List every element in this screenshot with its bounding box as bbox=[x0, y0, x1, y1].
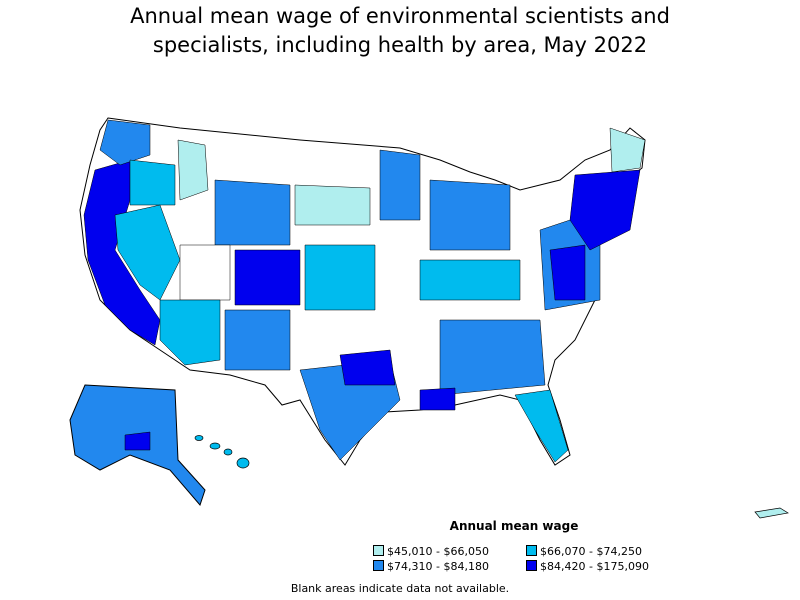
legend-item-tier4: $84,420 - $175,090 bbox=[526, 560, 649, 574]
region-oregon-east bbox=[129, 159, 176, 206]
region-louisiana-high bbox=[419, 387, 456, 411]
region-utah bbox=[179, 244, 231, 301]
region-great-lakes bbox=[429, 179, 511, 251]
region-colorado bbox=[234, 249, 301, 306]
legend-swatch-tier2 bbox=[526, 545, 537, 556]
region-plains-north bbox=[294, 184, 371, 226]
region-northeast-high bbox=[569, 169, 641, 251]
legend-title: Annual mean wage bbox=[449, 519, 579, 533]
legend-label-tier3: $74,310 - $84,180 bbox=[387, 560, 489, 573]
legend-label-tier4: $84,420 - $175,090 bbox=[540, 560, 649, 573]
map-title-line-1: Annual mean wage of environmental scient… bbox=[130, 4, 670, 28]
region-minnesota bbox=[379, 149, 421, 221]
region-texas-north-high bbox=[339, 349, 396, 386]
footnote: Blank areas indicate data not available. bbox=[290, 582, 510, 595]
region-wyoming bbox=[214, 179, 291, 246]
region-washington-north bbox=[99, 119, 151, 166]
region-plains-central bbox=[304, 244, 376, 311]
map-title: Annual mean wage of environmental scient… bbox=[0, 2, 800, 60]
region-new-mexico bbox=[224, 309, 291, 371]
legend-item-tier3: $74,310 - $84,180 bbox=[373, 560, 489, 574]
legend-swatch-tier1 bbox=[373, 545, 384, 556]
puerto-rico bbox=[754, 507, 789, 519]
map-title-line-2: specialists, including health by area, M… bbox=[152, 33, 648, 57]
region-maine bbox=[609, 127, 646, 173]
hawaii-islands bbox=[194, 435, 250, 469]
region-mid-atlantic-high bbox=[549, 244, 586, 301]
region-southeast bbox=[439, 319, 546, 396]
region-florida bbox=[514, 389, 569, 463]
legend-item-tier2: $66,070 - $74,250 bbox=[526, 545, 642, 559]
region-midwest-south bbox=[419, 259, 521, 301]
legend-swatch-tier4 bbox=[526, 560, 537, 571]
region-fills bbox=[83, 119, 646, 463]
legend-item-tier1: $45,010 - $66,050 bbox=[373, 545, 489, 559]
legend-label-tier1: $45,010 - $66,050 bbox=[387, 545, 489, 558]
legend-label-tier2: $66,070 - $74,250 bbox=[540, 545, 642, 558]
legend-swatch-tier3 bbox=[373, 560, 384, 571]
region-idaho bbox=[177, 139, 209, 201]
alaska-high-wage-area bbox=[124, 431, 151, 451]
region-arizona bbox=[159, 299, 221, 366]
